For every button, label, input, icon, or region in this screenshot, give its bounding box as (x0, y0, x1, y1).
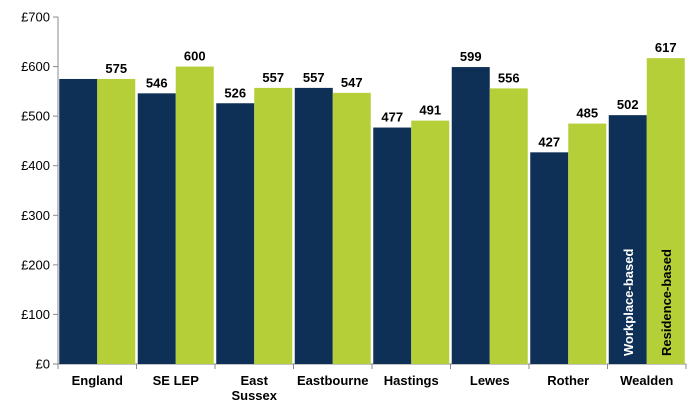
y-tick-label: £0 (36, 357, 50, 372)
bar-residence-based-lewes (489, 88, 528, 364)
data-label: 557 (303, 70, 325, 85)
data-label: 546 (146, 75, 168, 90)
data-label: 502 (617, 97, 639, 112)
y-tick-label: £400 (21, 158, 50, 173)
bar-residence-based-se-lep (175, 66, 214, 365)
bar-workplace-based-eastbourne (294, 87, 333, 364)
bar-workplace-based-east-sussex (216, 103, 255, 365)
x-category-label: England (72, 373, 123, 388)
series-name-label: Residence-based (659, 249, 674, 356)
y-tick-label: £100 (21, 307, 50, 322)
bar-workplace-based-rother (530, 152, 569, 364)
bar-workplace-based-se-lep (137, 93, 176, 364)
x-axis-categories: England SE LEP East Sussex Eastbourne Hasting… (72, 373, 674, 403)
x-category-label: SE LEP (153, 373, 200, 388)
data-label: 575 (105, 61, 127, 76)
data-label: 547 (341, 75, 363, 90)
bar-workplace-based-england (59, 78, 98, 364)
data-label: 557 (262, 70, 284, 85)
x-category-label: East Sussex (231, 373, 277, 403)
y-tick-label: £600 (21, 59, 50, 74)
data-label: 477 (381, 110, 403, 125)
data-label: 526 (224, 85, 246, 100)
bar-residence-based-eastbourne (332, 92, 371, 364)
bar-residence-based-england (97, 78, 136, 364)
y-tick-label: £700 (21, 10, 50, 25)
data-label: 600 (184, 49, 206, 64)
bar-residence-based-wealden (646, 58, 685, 364)
y-axis-ticks: £0 £100 £200 £300 £400 £500 £600 £700 (21, 10, 58, 372)
series-name-label: Workplace-based (621, 249, 636, 356)
data-label: 599 (460, 49, 482, 64)
bar-workplace-based-lewes (451, 67, 490, 365)
bar-residence-based-east-sussex (254, 87, 293, 364)
data-label: 485 (576, 106, 598, 121)
data-label: 427 (538, 134, 560, 149)
series-labels: Workplace-based Residence-based (621, 249, 674, 356)
y-tick-label: £500 (21, 109, 50, 124)
data-label: 491 (419, 103, 441, 118)
y-tick-label: £200 (21, 257, 50, 272)
x-category-label: Eastbourne (297, 373, 369, 388)
bar-series (59, 58, 685, 365)
bar-residence-based-hastings (411, 120, 450, 365)
bar-workplace-based-hastings (373, 127, 412, 365)
data-label: 617 (655, 40, 677, 55)
x-category-label: Hastings (384, 373, 439, 388)
bar-workplace-based-wealden (608, 115, 647, 364)
x-category-label: Rother (547, 373, 589, 388)
data-labels: 575 546 600 526 557 557 547 477 491 599 556 427 485 5… (105, 40, 676, 149)
y-tick-label: £300 (21, 208, 50, 223)
x-category-label: Lewes (470, 373, 510, 388)
x-category-label: Wealden (620, 373, 673, 388)
data-label: 556 (498, 70, 520, 85)
bar-residence-based-rother (568, 123, 607, 364)
